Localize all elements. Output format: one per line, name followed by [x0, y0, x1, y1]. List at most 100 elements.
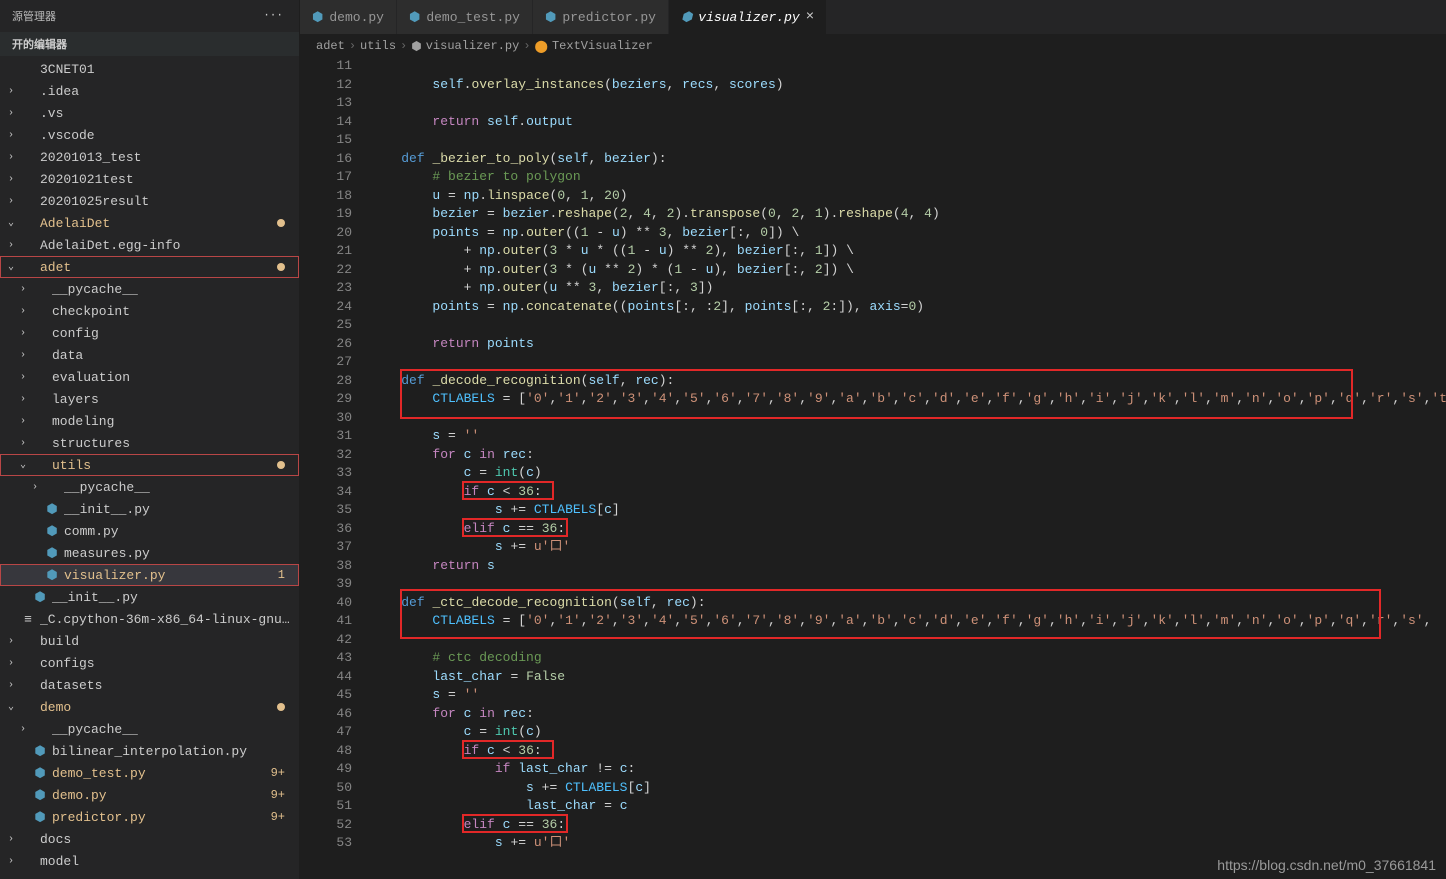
- python-icon: ⬢: [32, 766, 48, 781]
- tree-item[interactable]: ›layers: [0, 388, 299, 410]
- python-icon: ⬢: [32, 744, 48, 759]
- tree-item-label: comm.py: [64, 524, 291, 539]
- tree-item[interactable]: ⬢__init__.py: [0, 586, 299, 608]
- python-icon: ⬢: [44, 502, 60, 517]
- chevron-icon: ›: [20, 306, 32, 317]
- tree-item-label: __pycache__: [64, 480, 291, 495]
- tab[interactable]: ⬢ predictor.py: [533, 0, 669, 34]
- tree-item[interactable]: ≡_C.cpython-36m-x86_64-linux-gnu.so: [0, 608, 299, 630]
- bc-class[interactable]: TextVisualizer: [552, 39, 653, 53]
- tree-item[interactable]: › build: [0, 630, 299, 652]
- chevron-icon: ⌄: [8, 217, 20, 229]
- python-icon: ⬢: [411, 39, 421, 54]
- tree-item[interactable]: ⬢bilinear_interpolation.py: [0, 740, 299, 762]
- tree-item-label: __init__.py: [64, 502, 291, 517]
- chevron-right-icon: ›: [349, 39, 356, 53]
- tree-item-label: config: [52, 326, 291, 341]
- chevron-icon: ›: [8, 196, 20, 207]
- tree-item[interactable]: ⬢visualizer.py1: [0, 564, 299, 586]
- chevron-icon: ›: [20, 724, 32, 735]
- tree-item[interactable]: › __pycache__: [0, 718, 299, 740]
- watermark: https://blog.csdn.net/m0_37661841: [1217, 857, 1436, 873]
- chevron-right-icon: ›: [400, 39, 407, 53]
- sidebar-header: 源管理器 ···: [0, 0, 299, 32]
- chevron-icon: ›: [8, 174, 20, 185]
- chevron-icon: ›: [8, 834, 20, 845]
- tree-item[interactable]: › config: [0, 322, 299, 344]
- tree-item[interactable]: ⬢ __init__.py: [0, 498, 299, 520]
- tree-item-label: structures: [52, 436, 291, 451]
- tree-item[interactable]: ›__pycache__: [0, 476, 299, 498]
- tree-item-label: build: [40, 634, 291, 649]
- code-area[interactable]: self.overlay_instances(beziers, recs, sc…: [370, 57, 1446, 879]
- tree-item[interactable]: ›evaluation: [0, 366, 299, 388]
- bc-utils[interactable]: utils: [360, 39, 396, 53]
- python-icon: ⬢: [545, 10, 556, 25]
- tree-item[interactable]: ›modeling: [0, 410, 299, 432]
- tree-item[interactable]: ›20201013_test: [0, 146, 299, 168]
- tree-item-label: AdelaiDet: [40, 216, 277, 231]
- chevron-icon: ›: [20, 438, 32, 449]
- breadcrumbs[interactable]: adet › utils › ⬢ visualizer.py › ⬤ TextV…: [300, 35, 1446, 57]
- tab[interactable]: ⬢ visualizer.py ×: [669, 0, 827, 34]
- tree-item[interactable]: ⌄adet: [0, 256, 299, 278]
- chevron-icon: ›: [20, 416, 32, 427]
- tree-item[interactable]: ⬢demo_test.py9+: [0, 762, 299, 784]
- python-icon: ⬢: [312, 10, 323, 25]
- tab[interactable]: ⬢demo_test.py: [397, 0, 533, 34]
- python-icon: ⬢: [44, 568, 60, 583]
- python-icon: ⬢: [681, 10, 692, 25]
- modified-dot-icon: [277, 703, 285, 711]
- tree-item-label: __pycache__: [52, 282, 291, 297]
- code-editor[interactable]: 1112131415161718192021222324252627282930…: [300, 57, 1446, 879]
- tree-item-label: configs: [40, 656, 291, 671]
- tree-item-label: utils: [52, 458, 277, 473]
- chevron-icon: ›: [8, 152, 20, 163]
- tree-item[interactable]: ⌄demo: [0, 696, 299, 718]
- tab-label: predictor.py: [562, 10, 656, 25]
- tree-item[interactable]: ⬢ comm.py: [0, 520, 299, 542]
- tree-item-label: demo.py: [52, 788, 271, 803]
- more-icon[interactable]: ···: [259, 6, 287, 26]
- tree-item[interactable]: ⬢measures.py: [0, 542, 299, 564]
- tree-item[interactable]: ⬢predictor.py9+: [0, 806, 299, 828]
- tab[interactable]: ⬢demo.py: [300, 0, 397, 34]
- tree-item[interactable]: ›data: [0, 344, 299, 366]
- tree-item-label: __pycache__: [52, 722, 291, 737]
- tree-item[interactable]: ›docs: [0, 828, 299, 850]
- tree-item[interactable]: ›__pycache__: [0, 278, 299, 300]
- modified-dot-icon: [277, 263, 285, 271]
- tree-item-label: 20201021test: [40, 172, 291, 187]
- chevron-icon: ›: [8, 636, 20, 647]
- chevron-icon: ›: [20, 328, 32, 339]
- tree-item[interactable]: 3CNET01: [0, 58, 299, 80]
- chevron-icon: ›: [8, 658, 20, 669]
- tree-item[interactable]: ›20201025result: [0, 190, 299, 212]
- python-icon: ⬢: [44, 524, 60, 539]
- tree-item[interactable]: ⬢demo.py9+: [0, 784, 299, 806]
- tree-item[interactable]: ⌄utils: [0, 454, 299, 476]
- tree-item[interactable]: ›.vscode: [0, 124, 299, 146]
- sidebar: 源管理器 ··· 开的编辑器 3CNET01 ›.idea›.vs›.vscode…: [0, 0, 300, 879]
- tree-item[interactable]: ›model: [0, 850, 299, 872]
- file-tree[interactable]: 3CNET01›.idea›.vs›.vscode›20201013_test›…: [0, 56, 299, 879]
- tree-item[interactable]: › configs: [0, 652, 299, 674]
- tree-item[interactable]: ›checkpoint: [0, 300, 299, 322]
- close-icon[interactable]: ×: [806, 9, 814, 25]
- chevron-icon: ›: [8, 108, 20, 119]
- tree-item[interactable]: ›AdelaiDet.egg-info: [0, 234, 299, 256]
- tree-item[interactable]: › 20201021test: [0, 168, 299, 190]
- tab-label: visualizer.py: [698, 10, 799, 25]
- bc-file[interactable]: visualizer.py: [426, 39, 520, 53]
- chevron-icon: ⌄: [8, 701, 20, 713]
- tree-item[interactable]: ›datasets: [0, 674, 299, 696]
- tree-item-label: 3CNET01: [40, 62, 291, 77]
- tree-item[interactable]: ›.idea: [0, 80, 299, 102]
- open-editors-label: 开的编辑器: [0, 32, 299, 56]
- bc-adet[interactable]: adet: [316, 39, 345, 53]
- tree-item[interactable]: ›.vs: [0, 102, 299, 124]
- chevron-icon: ⌄: [8, 261, 20, 273]
- tree-item[interactable]: › structures: [0, 432, 299, 454]
- chevron-icon: ›: [20, 372, 32, 383]
- tree-item[interactable]: ⌄ AdelaiDet: [0, 212, 299, 234]
